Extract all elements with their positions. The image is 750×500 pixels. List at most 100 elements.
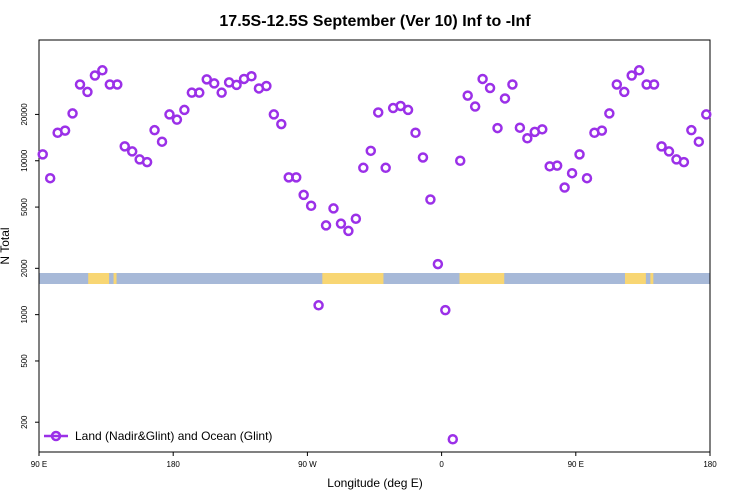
data-point — [693, 136, 705, 147]
data-point — [44, 172, 56, 184]
data-point — [633, 65, 645, 76]
x-tick-label: 180 — [703, 460, 717, 469]
data-point — [290, 172, 302, 183]
x-tick-label: 90 E — [31, 460, 47, 469]
data-point — [380, 162, 391, 174]
x-axis-label: Longitude (deg E) — [327, 476, 422, 490]
data-point — [551, 160, 563, 171]
data-point — [462, 90, 473, 101]
x-tick-label: 90 W — [298, 460, 317, 469]
data-point — [89, 70, 101, 81]
data-point — [701, 109, 712, 120]
data-point — [537, 124, 548, 135]
y-tick-label: 20000 — [20, 103, 29, 126]
land-segment — [650, 273, 654, 284]
data-point — [663, 146, 675, 157]
y-tick-label: 5000 — [20, 198, 29, 216]
data-point — [619, 86, 630, 98]
y-tick-label: 200 — [20, 415, 29, 429]
data-point — [268, 109, 280, 120]
data-point — [194, 87, 205, 98]
data-point — [574, 149, 585, 160]
x-tick-label: 0 — [439, 460, 444, 469]
land-segment — [459, 273, 505, 284]
data-point — [604, 108, 615, 119]
data-point — [298, 189, 309, 201]
data-point — [74, 79, 86, 90]
data-point — [447, 433, 459, 445]
series-points — [37, 65, 712, 445]
land-segment — [88, 273, 110, 284]
data-point — [82, 86, 93, 98]
y-tick-label: 10000 — [20, 149, 29, 172]
y-tick-label: 1000 — [20, 305, 29, 323]
x-tick-label: 90 E — [568, 460, 584, 469]
data-point — [484, 82, 496, 94]
data-point — [37, 149, 48, 160]
data-point — [365, 145, 377, 157]
data-point — [171, 114, 183, 125]
data-point — [440, 304, 451, 316]
data-point — [432, 258, 444, 270]
data-point — [454, 155, 466, 167]
data-point — [492, 122, 503, 134]
y-tick-label: 2000 — [20, 259, 29, 277]
data-point — [499, 93, 511, 104]
data-point — [335, 218, 347, 229]
data-point — [261, 80, 272, 92]
data-point — [179, 104, 190, 116]
data-point — [596, 125, 608, 136]
legend: Land (Nadir&Glint) and Ocean (Glint) — [44, 429, 272, 443]
land-segment — [113, 273, 117, 284]
data-point — [97, 65, 108, 76]
data-point — [141, 156, 153, 168]
data-point — [126, 146, 138, 157]
data-point — [119, 141, 130, 152]
data-point — [678, 156, 690, 168]
data-point — [559, 182, 570, 193]
y-axis-label: N Total — [0, 227, 12, 264]
data-point — [372, 107, 384, 118]
data-point — [305, 200, 317, 212]
data-point — [208, 78, 220, 89]
land-segment — [625, 273, 646, 284]
data-point — [402, 104, 414, 116]
data-point — [469, 101, 481, 112]
plot-frame — [38, 39, 711, 453]
data-point — [477, 73, 488, 85]
data-point — [112, 79, 123, 90]
data-point — [522, 133, 533, 144]
data-point — [611, 79, 623, 90]
data-point — [313, 300, 324, 311]
data-point — [626, 70, 637, 81]
data-point — [514, 122, 526, 133]
data-point — [581, 172, 593, 184]
data-point — [149, 124, 160, 136]
data-point — [425, 194, 436, 205]
data-point — [648, 79, 660, 90]
data-point — [410, 127, 421, 139]
y-tick-label: 500 — [20, 354, 29, 368]
data-point — [343, 225, 354, 237]
data-point — [507, 79, 518, 90]
data-point — [201, 74, 212, 85]
data-point — [417, 152, 429, 163]
data-point — [156, 136, 168, 147]
chart-title: 17.5S-12.5S September (Ver 10) Inf to -I… — [219, 13, 531, 30]
data-point — [350, 213, 362, 224]
land-segment — [322, 273, 384, 284]
data-point — [276, 118, 287, 130]
data-point — [67, 108, 78, 119]
data-point — [231, 79, 242, 91]
legend-label: Land (Nadir&Glint) and Ocean (Glint) — [75, 429, 272, 443]
data-point — [246, 71, 257, 82]
data-point — [566, 167, 578, 179]
data-point — [216, 87, 227, 98]
data-point — [686, 124, 697, 136]
data-point — [320, 220, 332, 231]
data-point — [656, 141, 667, 152]
data-point — [164, 109, 175, 120]
data-point — [59, 125, 71, 136]
data-point — [358, 162, 369, 174]
